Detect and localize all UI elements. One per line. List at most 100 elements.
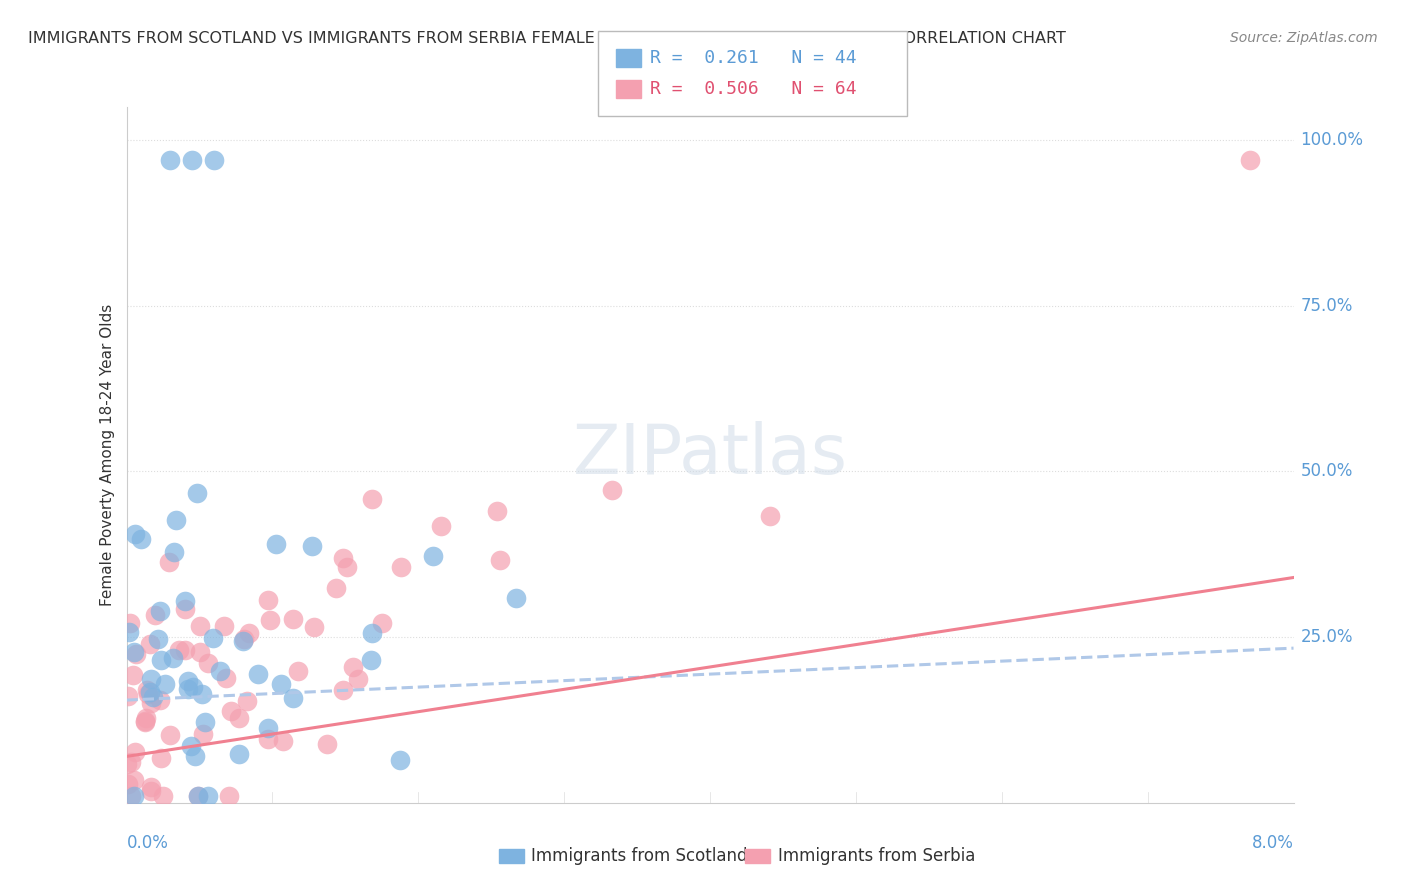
- Point: [388, 753, 411, 767]
- Point: [165, 513, 187, 527]
- Text: ZIPatlas: ZIPatlas: [572, 421, 848, 489]
- Point: [232, 634, 254, 648]
- Text: Immigrants from Scotland: Immigrants from Scotland: [531, 847, 748, 865]
- Text: 50.0%: 50.0%: [1301, 462, 1353, 481]
- Point: [134, 714, 156, 729]
- Point: [209, 664, 232, 678]
- Point: [117, 689, 139, 703]
- Point: [148, 604, 170, 618]
- Point: [118, 624, 141, 639]
- Point: [188, 645, 211, 659]
- Point: [202, 153, 225, 167]
- Point: [347, 672, 370, 686]
- Point: [238, 625, 260, 640]
- Text: Source: ZipAtlas.com: Source: ZipAtlas.com: [1230, 31, 1378, 45]
- Point: [139, 780, 162, 794]
- Point: [184, 748, 207, 763]
- Point: [159, 728, 181, 742]
- Point: [301, 539, 323, 553]
- Point: [134, 711, 156, 725]
- Point: [332, 683, 354, 698]
- Point: [270, 677, 292, 691]
- Point: [139, 684, 162, 698]
- Point: [124, 527, 146, 541]
- Point: [173, 643, 195, 657]
- Point: [257, 721, 280, 735]
- Point: [287, 664, 309, 678]
- Point: [186, 485, 208, 500]
- Point: [1239, 153, 1261, 167]
- Point: [122, 644, 145, 658]
- Point: [177, 673, 200, 688]
- Point: [600, 483, 623, 497]
- Point: [221, 704, 243, 718]
- Point: [212, 619, 235, 633]
- Point: [228, 710, 250, 724]
- Point: [163, 545, 186, 559]
- Point: [129, 532, 152, 546]
- Point: [117, 777, 139, 791]
- Point: [281, 691, 304, 706]
- Y-axis label: Female Poverty Among 18-24 Year Olds: Female Poverty Among 18-24 Year Olds: [100, 304, 115, 606]
- Point: [134, 714, 156, 728]
- Point: [218, 789, 240, 804]
- Text: R =  0.506   N = 64: R = 0.506 N = 64: [650, 80, 856, 98]
- Point: [139, 672, 162, 686]
- Point: [422, 549, 444, 563]
- Point: [332, 550, 354, 565]
- Point: [117, 756, 139, 771]
- Point: [125, 647, 148, 661]
- Text: Immigrants from Serbia: Immigrants from Serbia: [778, 847, 974, 865]
- Text: 8.0%: 8.0%: [1251, 834, 1294, 852]
- Point: [122, 772, 145, 787]
- Point: [264, 537, 287, 551]
- Point: [120, 756, 142, 770]
- Point: [120, 789, 142, 804]
- Point: [236, 694, 259, 708]
- Point: [257, 731, 280, 746]
- Point: [121, 668, 143, 682]
- Point: [139, 696, 162, 710]
- Point: [153, 677, 176, 691]
- Point: [136, 682, 159, 697]
- Point: [256, 593, 278, 607]
- Point: [197, 656, 219, 670]
- Point: [259, 613, 281, 627]
- Text: 0.0%: 0.0%: [127, 834, 169, 852]
- Point: [187, 789, 209, 804]
- Point: [232, 632, 254, 647]
- Point: [152, 789, 174, 804]
- Point: [145, 608, 167, 623]
- Text: 25.0%: 25.0%: [1301, 628, 1353, 646]
- Point: [191, 687, 214, 701]
- Point: [187, 789, 209, 804]
- Point: [136, 687, 159, 701]
- Point: [174, 594, 197, 608]
- Point: [149, 693, 172, 707]
- Point: [246, 667, 269, 681]
- Point: [389, 560, 412, 574]
- Point: [342, 660, 364, 674]
- Point: [149, 751, 172, 765]
- Point: [139, 637, 162, 651]
- Point: [118, 616, 141, 631]
- Point: [162, 651, 184, 665]
- Point: [283, 612, 305, 626]
- Point: [188, 618, 211, 632]
- Point: [302, 620, 325, 634]
- Point: [361, 625, 384, 640]
- Point: [124, 746, 146, 760]
- Point: [360, 492, 382, 507]
- Point: [325, 581, 347, 595]
- Point: [157, 555, 180, 569]
- Text: 100.0%: 100.0%: [1301, 131, 1364, 149]
- Point: [486, 503, 509, 517]
- Point: [191, 727, 214, 741]
- Point: [142, 690, 165, 704]
- Text: R =  0.261   N = 44: R = 0.261 N = 44: [650, 49, 856, 67]
- Point: [315, 737, 337, 751]
- Point: [197, 789, 219, 804]
- Point: [169, 643, 191, 657]
- Point: [371, 616, 394, 631]
- Point: [335, 560, 357, 574]
